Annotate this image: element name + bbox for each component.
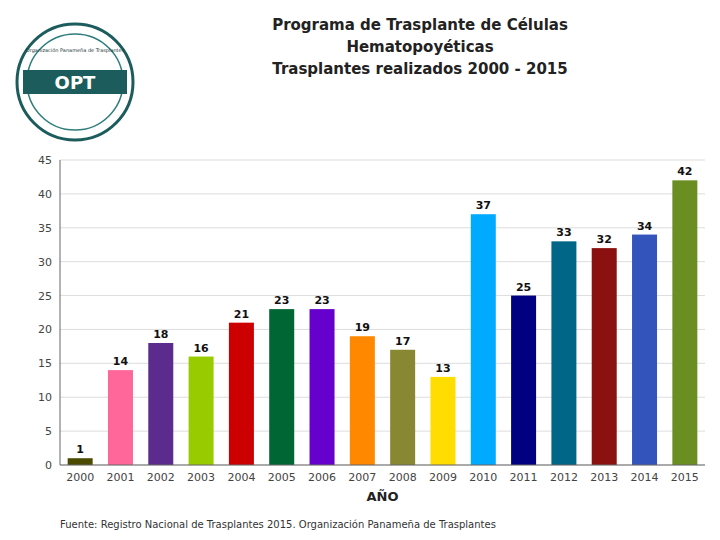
- x-tick-label: 2000: [66, 471, 94, 484]
- data-label: 17: [395, 335, 410, 348]
- bar: [672, 180, 697, 465]
- data-label: 14: [113, 355, 129, 368]
- x-tick-label: 2004: [227, 471, 255, 484]
- y-tick-label: 0: [45, 459, 52, 472]
- bar: [310, 309, 335, 465]
- grid: [60, 160, 705, 465]
- bar: [350, 336, 375, 465]
- bar: [189, 357, 214, 465]
- chart: Programa de Trasplante de Células Hematop…: [0, 0, 720, 540]
- x-tick-label: 2010: [469, 471, 497, 484]
- x-tick-label: 2001: [106, 471, 134, 484]
- x-axis: [60, 465, 705, 466]
- bars: [68, 180, 698, 465]
- grid-line: [60, 193, 705, 194]
- x-tick-label: 2002: [147, 471, 175, 484]
- background: [0, 0, 720, 540]
- bar: [229, 323, 254, 465]
- data-label: 42: [677, 165, 692, 178]
- data-label: 25: [516, 281, 531, 294]
- x-tick-label: 2005: [268, 471, 296, 484]
- bar: [632, 235, 657, 465]
- logo-band: [23, 70, 127, 94]
- data-label: 33: [556, 226, 571, 239]
- bar: [68, 458, 93, 465]
- y-tick-label: 20: [38, 323, 52, 336]
- bar: [592, 248, 617, 465]
- y-tick-label: 15: [38, 357, 52, 370]
- y-tick-label: 10: [38, 391, 52, 404]
- y-axis: [60, 160, 61, 465]
- data-label: 34: [637, 220, 653, 233]
- x-tick-label: 2013: [590, 471, 618, 484]
- y-tick-label: 40: [38, 188, 52, 201]
- grid-line: [60, 465, 705, 466]
- x-tick-label: 2008: [389, 471, 417, 484]
- data-label: 23: [274, 294, 289, 307]
- grid-line: [60, 227, 705, 228]
- bar: [471, 214, 496, 465]
- title: Programa de Trasplante de Células: [272, 16, 568, 34]
- y-tick-label: 25: [38, 290, 52, 303]
- logo-caption: Organización Panameña de Trasplantes: [26, 47, 125, 54]
- bar: [148, 343, 173, 465]
- logo-outer-circle: [17, 24, 133, 140]
- x-tick-label: 2012: [550, 471, 578, 484]
- x-tick-label: 2009: [429, 471, 457, 484]
- data-label: 23: [314, 294, 329, 307]
- bar: [269, 309, 294, 465]
- bar: [108, 370, 133, 465]
- bar: [430, 377, 455, 465]
- x-axis-label: AÑO: [367, 489, 399, 504]
- data-label: 37: [476, 199, 491, 212]
- data-label: 1: [76, 443, 84, 456]
- bar: [551, 241, 576, 465]
- footnote: Fuente: Registro Nacional de Trasplantes…: [60, 519, 496, 530]
- y-tick-label: 35: [38, 222, 52, 235]
- x-tick-label: 2011: [510, 471, 538, 484]
- title: Hematopoyéticas: [346, 38, 493, 56]
- x-tick-label: 2006: [308, 471, 336, 484]
- data-label: 19: [355, 321, 370, 334]
- x-tick-label: 2015: [671, 471, 699, 484]
- logo-text: OPT: [55, 72, 96, 93]
- grid-line: [60, 160, 705, 161]
- data-label: 13: [435, 362, 450, 375]
- title: Trasplantes realizados 2000 - 2015: [272, 60, 567, 78]
- y-tick-label: 45: [38, 154, 52, 167]
- x-tick-label: 2014: [631, 471, 659, 484]
- data-label: 16: [193, 342, 209, 355]
- data-label: 21: [234, 308, 249, 321]
- y-tick-label: 30: [38, 256, 52, 269]
- x-tick-label: 2007: [348, 471, 376, 484]
- bar: [511, 296, 536, 465]
- bar: [390, 350, 415, 465]
- data-label: 18: [153, 328, 168, 341]
- x-tick-label: 2003: [187, 471, 215, 484]
- y-tick-label: 5: [45, 425, 52, 438]
- data-label: 32: [597, 233, 612, 246]
- logo: OPT Organización Panameña de Trasplantes: [17, 24, 133, 140]
